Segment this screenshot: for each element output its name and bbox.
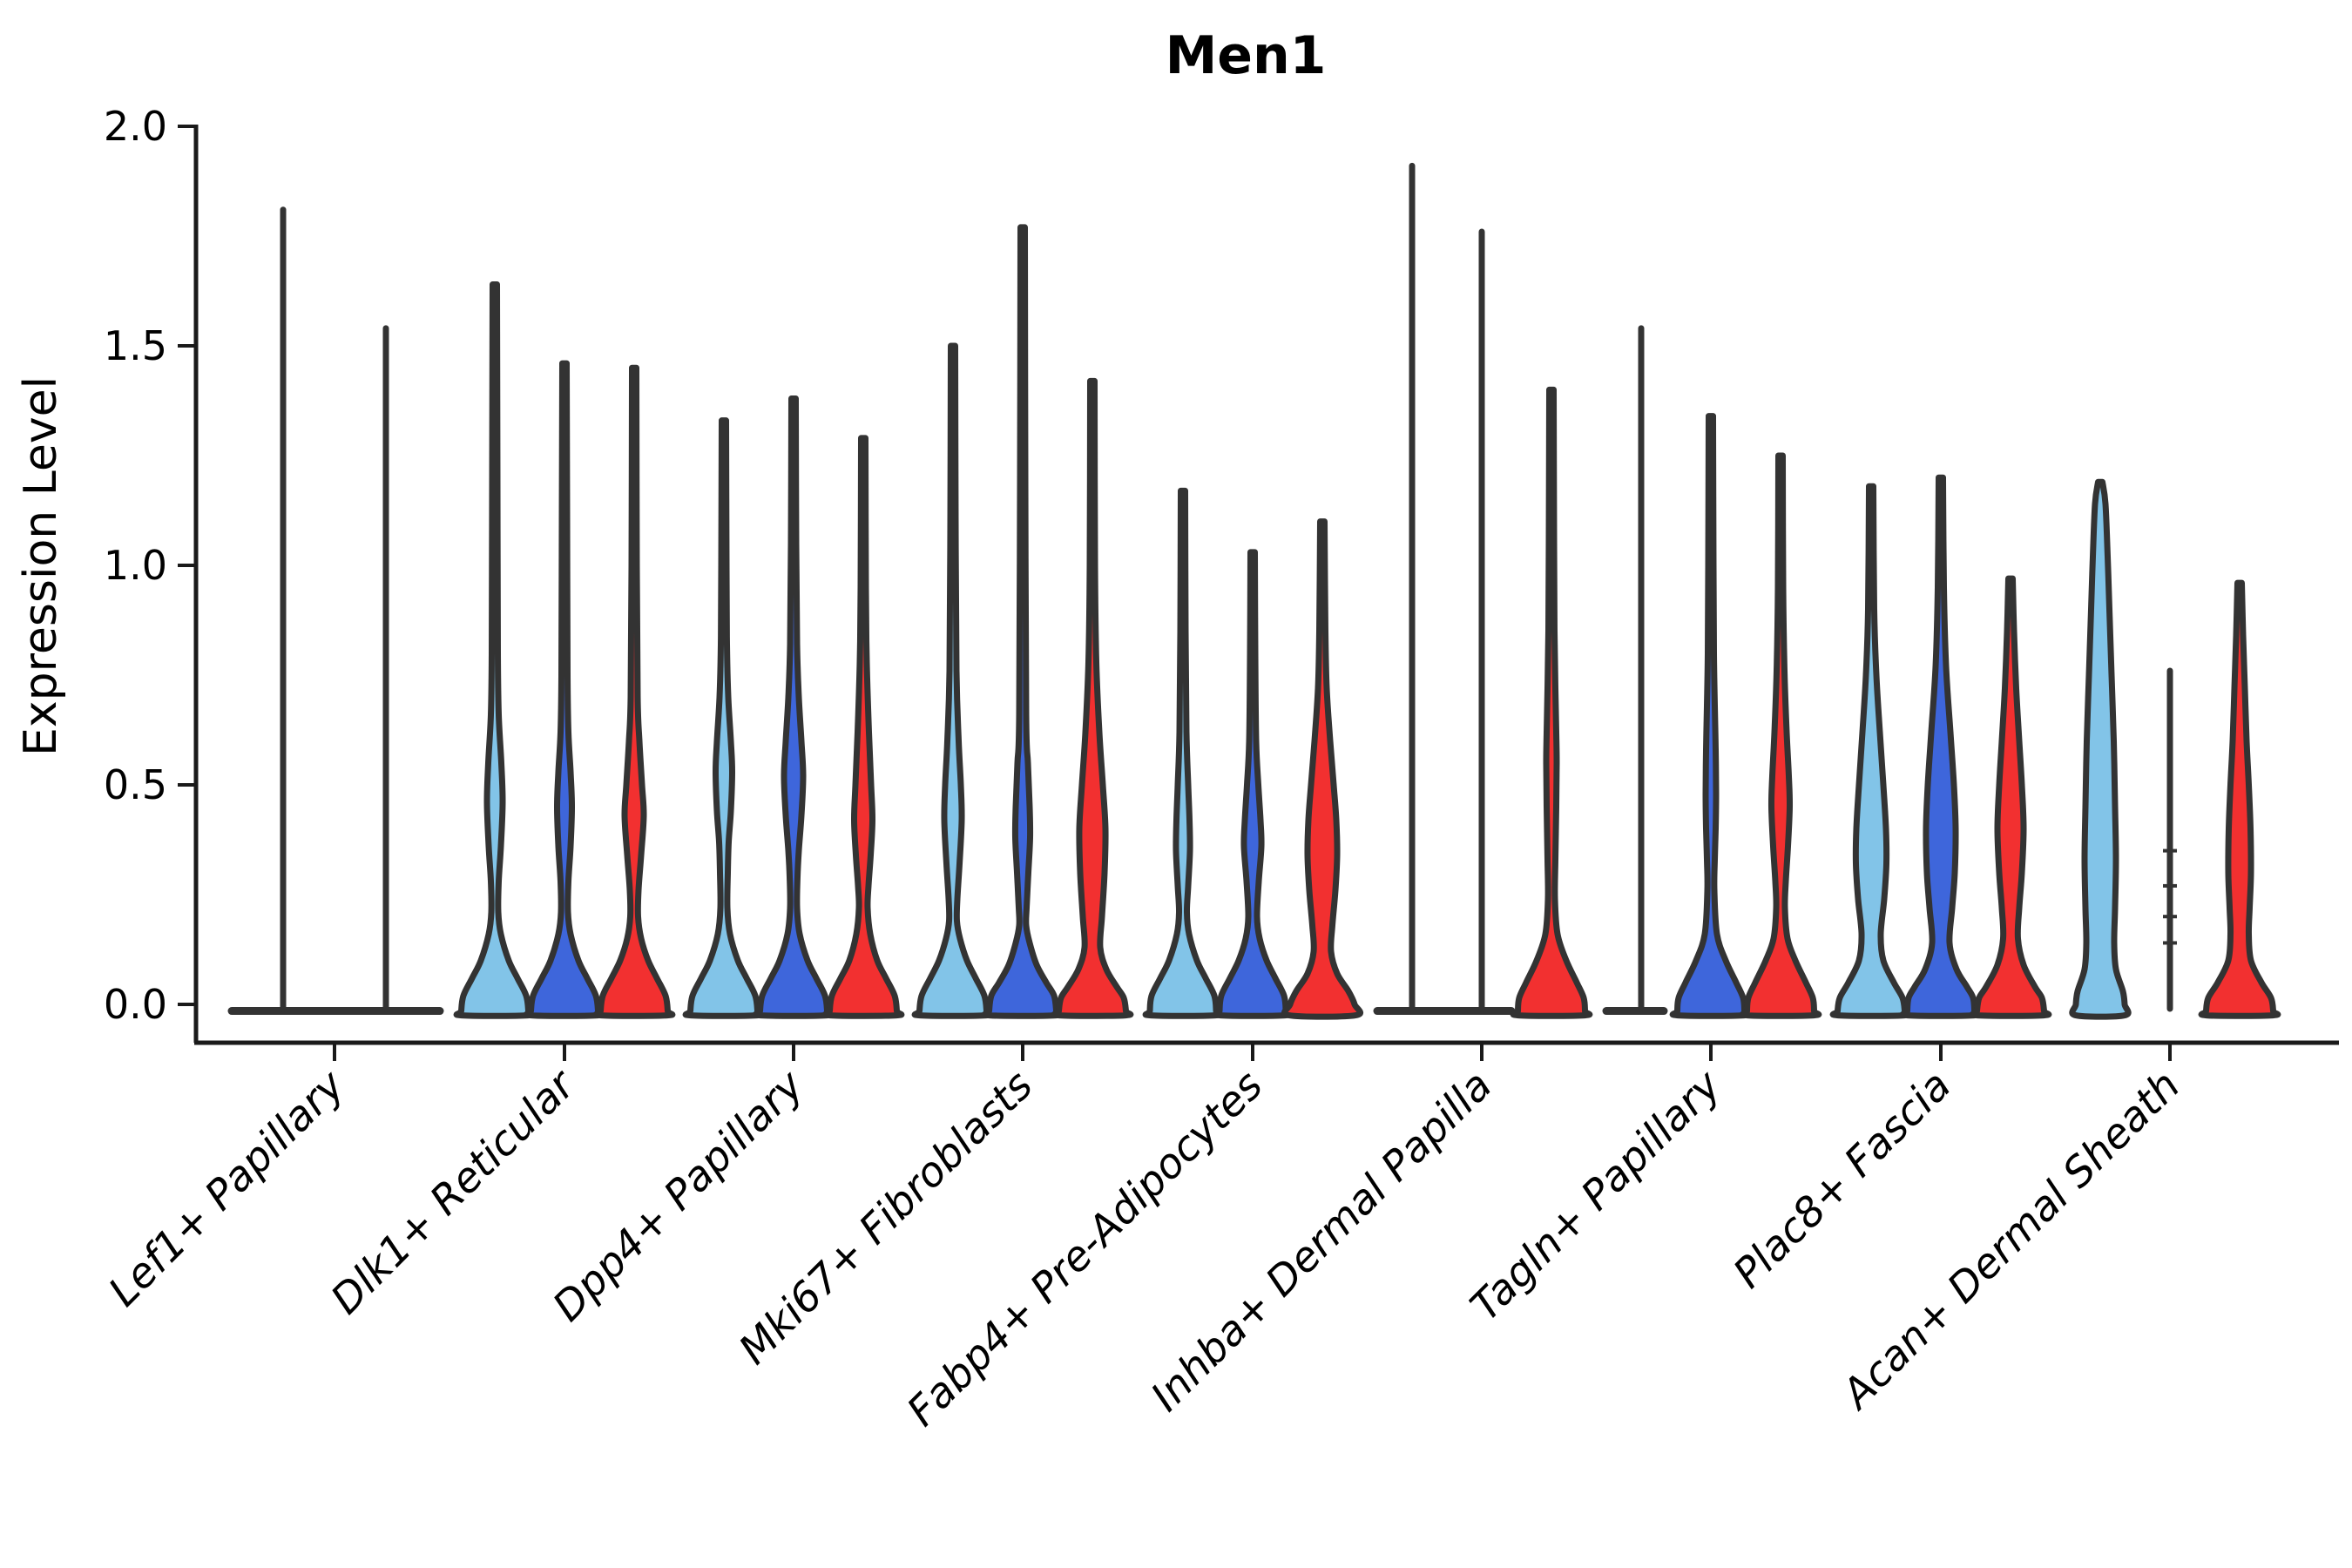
violin-shape-dark_blue (1899, 474, 1983, 1019)
violin-shape-red (1969, 575, 2052, 1019)
violin-shape-light_blue (911, 342, 995, 1019)
x-category-label: Plac8+ Fascia (1724, 1062, 1960, 1298)
violin-shape-dark_blue (981, 224, 1064, 1019)
x-category-label: Dpp4+ Papillary (544, 1061, 814, 1331)
violin-shape-light_blue (1829, 483, 1913, 1019)
plot-title: Men1 (1166, 25, 1327, 86)
violin-shape-red (592, 364, 676, 1019)
violins-layer (227, 162, 2281, 1020)
violin-shape-red (1739, 452, 1822, 1019)
violin-shape-light_blue (453, 280, 537, 1019)
x-category-label: Lef1+ Papillary (99, 1061, 355, 1316)
violin-shape-red (1510, 386, 1593, 1019)
y-tick-label: 2.0 (104, 103, 167, 150)
violin-shape-light_blue (2069, 478, 2132, 1020)
y-tick-label: 0.5 (104, 761, 167, 808)
violin-shape-red (1281, 518, 1363, 1020)
y-tick-label: 1.5 (104, 322, 167, 369)
violin-shape-light_blue (682, 417, 766, 1019)
violin-shape-red (821, 435, 905, 1019)
x-category-label: Tagln+ Papillary (1462, 1061, 1732, 1331)
y-axis-label: Expression Level (15, 376, 67, 756)
violin-shape-dark_blue (752, 395, 835, 1019)
violin-shape-red (2198, 579, 2281, 1019)
violin-shape-light_blue (1142, 487, 1224, 1019)
violin-shape-red (1051, 377, 1134, 1019)
violin-shape-dark_blue (523, 360, 606, 1019)
y-tick-label: 0.0 (104, 981, 167, 1028)
violin-shape-dark_blue (1669, 413, 1753, 1019)
violin-shape-dark_blue (1212, 549, 1294, 1019)
y-tick-label: 1.0 (104, 542, 167, 589)
x-category-label: Dlk1+ Reticular (322, 1060, 586, 1324)
